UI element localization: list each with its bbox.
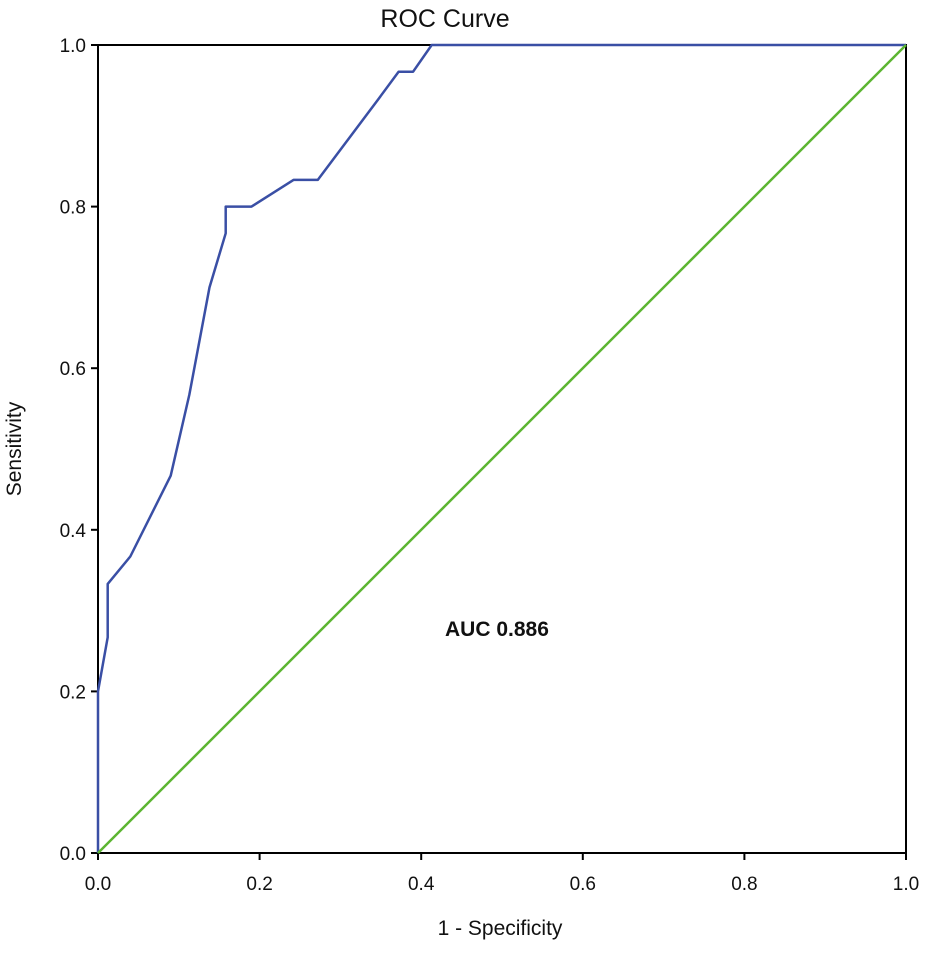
x-tick-label: 0.2 [246, 874, 272, 895]
x-tick-label: 0.4 [408, 874, 435, 895]
x-tick-label: 0.6 [570, 874, 596, 895]
y-tick-label: 0.2 [60, 682, 86, 703]
chart-title: ROC Curve [380, 5, 509, 33]
y-axis-ticks: 0.0 0.2 0.4 0.6 0.8 1.0 [60, 36, 98, 865]
x-axis-ticks: 0.0 0.2 0.4 0.6 0.8 1.0 [85, 853, 919, 895]
x-tick-label: 0.8 [731, 874, 757, 895]
roc-curve-line [96, 43, 906, 853]
y-tick-label: 0.6 [60, 359, 86, 380]
y-tick-label: 0.0 [60, 844, 86, 865]
x-tick-label: 1.0 [893, 874, 919, 895]
y-tick-label: 0.4 [60, 521, 87, 542]
reference-diagonal-line [97, 44, 907, 854]
series-layer [96, 43, 907, 854]
x-axis-title: 1 - Specificity [438, 917, 563, 940]
auc-annotation: AUC 0.886 [445, 618, 549, 641]
y-axis-title: Sensitivity [3, 401, 26, 496]
x-tick-label: 0.0 [85, 874, 111, 895]
y-tick-label: 0.8 [60, 198, 86, 219]
y-tick-label: 1.0 [60, 36, 86, 57]
